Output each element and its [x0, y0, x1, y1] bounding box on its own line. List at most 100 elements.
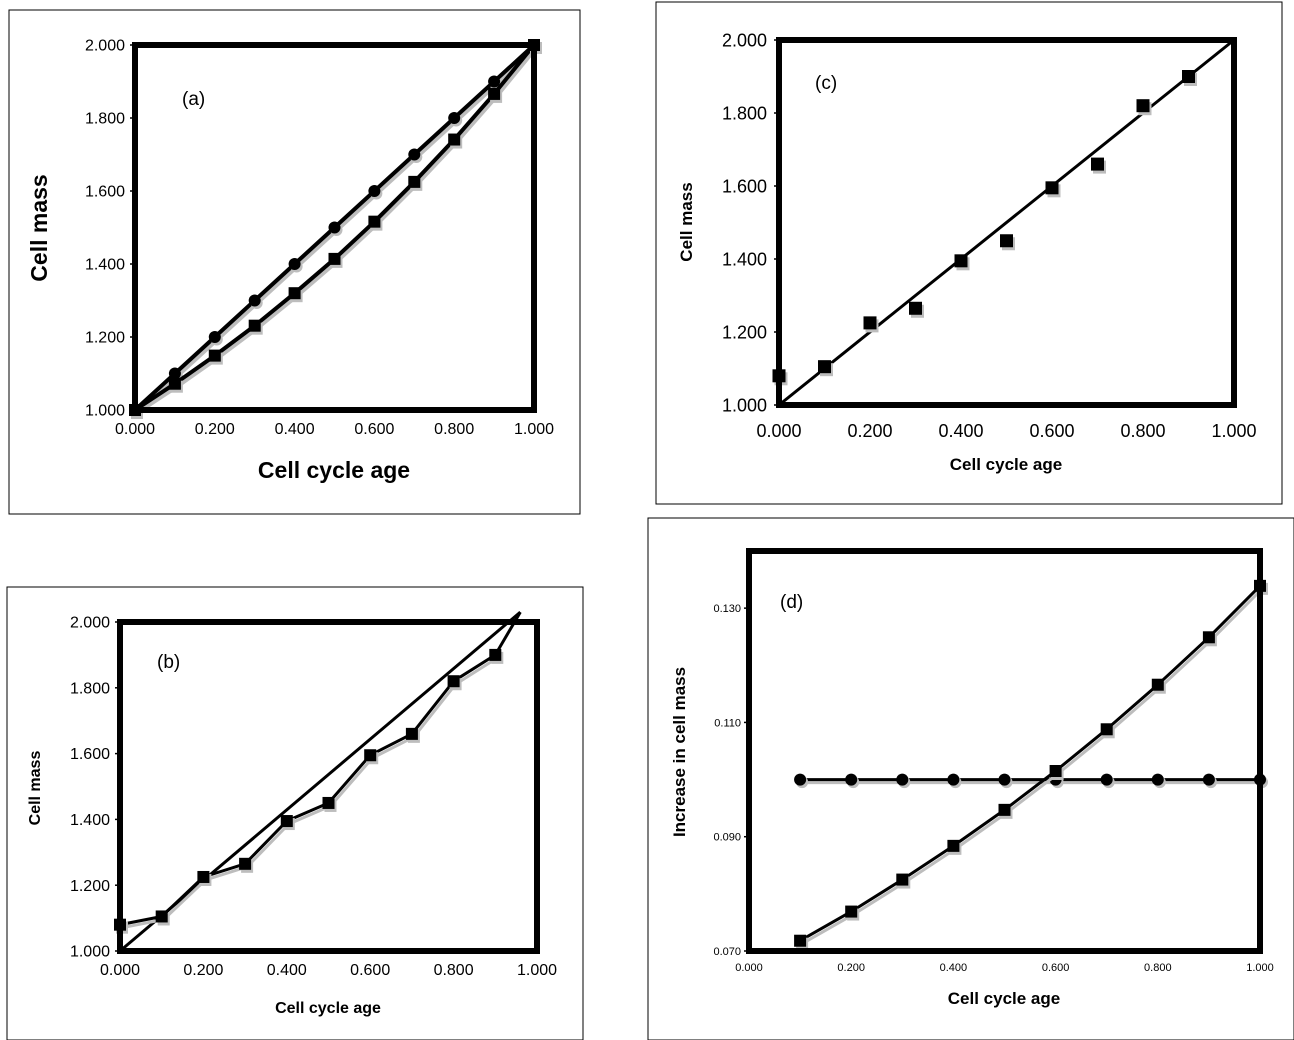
y-tick-label: 1.000 — [85, 403, 125, 420]
x-axis-label: Cell cycle age — [950, 455, 1062, 474]
y-tick-label: 1.000 — [70, 944, 110, 961]
square-marker — [322, 796, 335, 809]
y-tick-label: 1.800 — [722, 103, 767, 123]
circle-marker — [845, 773, 858, 786]
x-tick-label: 0.200 — [847, 421, 892, 441]
y-tick-label: 1.800 — [70, 680, 110, 697]
x-tick-label: 0.200 — [183, 962, 223, 979]
square-marker — [489, 648, 502, 661]
square-marker — [1049, 765, 1062, 777]
y-tick-label: 1.000 — [722, 395, 767, 415]
square-marker — [364, 749, 377, 762]
x-tick-label: 1.000 — [1246, 962, 1274, 974]
square-marker — [794, 934, 807, 947]
square-marker — [954, 254, 968, 268]
plot-area-border — [776, 37, 1237, 408]
square-marker — [488, 87, 501, 100]
y-tick-label: 0.130 — [713, 603, 741, 615]
series-line — [799, 584, 1262, 943]
x-tick-label: 0.200 — [837, 962, 865, 974]
square-marker — [155, 910, 168, 923]
circle-marker — [168, 367, 181, 380]
y-tick-label: 1.800 — [85, 111, 125, 128]
circle-marker — [896, 773, 909, 786]
y-axis-label: Cell mass — [27, 751, 44, 826]
circle-marker — [1151, 773, 1164, 786]
y-tick-label: 0.070 — [713, 946, 741, 958]
y-tick-label: 0.090 — [713, 832, 741, 844]
plot-area-border — [746, 548, 1263, 954]
y-tick-label: 1.200 — [70, 878, 110, 895]
y-tick-label: 1.400 — [722, 249, 767, 269]
panel-label: (a) — [182, 89, 205, 110]
square-marker — [448, 133, 461, 146]
circle-marker — [368, 185, 381, 197]
square-marker — [288, 287, 301, 300]
fit-line — [778, 38, 1235, 407]
circle-marker — [1202, 773, 1215, 786]
square-marker — [1091, 157, 1104, 171]
x-tick-label: 0.000 — [115, 421, 155, 438]
y-tick-label: 2.000 — [85, 38, 125, 55]
y-axis-label: Increase in cell mass — [670, 667, 689, 837]
x-tick-label: 0.600 — [1042, 962, 1070, 974]
y-tick-label: 1.200 — [722, 322, 767, 342]
square-marker — [1182, 70, 1195, 83]
x-tick-label: 0.000 — [735, 962, 763, 974]
square-marker — [239, 857, 252, 870]
square-marker — [1136, 99, 1150, 113]
circle-marker — [947, 773, 960, 786]
x-axis-label: Cell cycle age — [275, 1000, 381, 1017]
square-marker — [1000, 234, 1013, 248]
x-tick-label: 0.400 — [938, 421, 983, 441]
square-marker — [197, 870, 210, 883]
circle-marker — [288, 258, 301, 270]
y-tick-label: 1.400 — [85, 257, 125, 274]
x-tick-label: 0.600 — [1029, 421, 1074, 441]
circle-marker — [998, 773, 1011, 786]
square-marker — [447, 675, 460, 688]
x-tick-label: 0.200 — [195, 421, 235, 438]
square-marker — [248, 319, 261, 332]
x-tick-label: 0.800 — [1120, 421, 1165, 441]
x-tick-label: 1.000 — [514, 421, 554, 438]
panel-label: (c) — [815, 73, 837, 94]
square-marker — [863, 316, 877, 330]
y-tick-label: 1.400 — [70, 812, 110, 829]
y-tick-label: 1.600 — [70, 746, 110, 763]
x-axis-label: Cell cycle age — [258, 457, 410, 483]
series-line-shadow — [801, 587, 1264, 946]
square-marker — [328, 252, 341, 265]
square-marker — [818, 360, 831, 374]
square-marker — [947, 839, 960, 852]
square-marker — [845, 905, 858, 918]
x-tick-label: 0.600 — [350, 962, 390, 979]
x-tick-label: 0.600 — [354, 421, 394, 438]
panel-frame — [6, 586, 584, 1040]
plot-area-border — [117, 619, 540, 954]
circle-marker — [328, 221, 341, 234]
y-axis-label: Cell mass — [26, 174, 52, 281]
x-axis-label: Cell cycle age — [948, 989, 1060, 1008]
circle-marker — [448, 112, 461, 124]
circle-marker — [794, 773, 807, 786]
x-tick-label: 0.000 — [756, 421, 801, 441]
y-tick-label: 1.600 — [85, 184, 125, 201]
circle-marker — [248, 294, 261, 307]
x-tick-label: 0.800 — [434, 421, 474, 438]
square-marker — [1100, 723, 1113, 736]
square-marker — [1045, 181, 1059, 195]
plot-area-border — [132, 42, 537, 413]
x-tick-label: 0.400 — [275, 421, 315, 438]
y-tick-label: 1.600 — [722, 176, 767, 196]
square-marker — [896, 873, 909, 886]
series-line — [119, 653, 497, 927]
x-tick-label: 0.800 — [434, 962, 474, 979]
panel-a: 0.000 0.200 0.400 0.600 0.800 1.000 1.000 1.200… — [8, 9, 581, 515]
y-tick-label: 2.000 — [70, 615, 110, 632]
y-axis-label: Cell mass — [677, 182, 696, 261]
x-tick-label: 0.400 — [267, 962, 307, 979]
circle-marker — [208, 331, 221, 343]
panel-d: 0.000 0.200 0.400 0.600 0.800 1.000 0.070 0.090… — [647, 517, 1294, 1040]
